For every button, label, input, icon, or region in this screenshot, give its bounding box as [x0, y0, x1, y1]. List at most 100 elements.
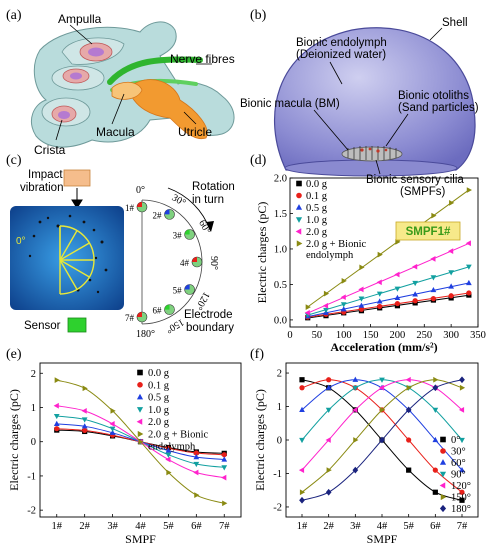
- data-point: [378, 384, 385, 391]
- data-point: [352, 385, 359, 391]
- data-point: [466, 279, 472, 286]
- legend: 0.0 g0.1 g0.5 g1.0 g2.0 g2.0 g + Bionice…: [136, 368, 209, 453]
- data-point: [299, 406, 305, 412]
- shell-label: Shell: [442, 17, 468, 29]
- data-point: [352, 376, 359, 382]
- legend-marker: [296, 192, 302, 199]
- angle-label: 180°: [136, 329, 155, 340]
- legend-marker: [440, 436, 446, 443]
- data-point: [326, 377, 332, 383]
- otoliths-label-1: Bionic otoliths: [398, 90, 469, 102]
- legend: 0.0 g0.1 g0.5 g1.0 g2.0 g2.0 g + Bionice…: [295, 179, 367, 261]
- x-tick-label: 4#: [377, 521, 388, 532]
- x-tick-label: 100: [336, 330, 352, 341]
- data-point: [449, 199, 455, 206]
- data-point: [394, 294, 401, 300]
- x-tick-label: 300: [443, 330, 459, 341]
- legend-entry: 0.5 g: [295, 203, 328, 214]
- legend-label: 0.0 g: [148, 368, 170, 379]
- data-point: [379, 377, 385, 383]
- legend-marker: [296, 240, 303, 247]
- x-tick-label: 5#: [163, 521, 174, 532]
- y-tick-label: 0.5: [274, 280, 287, 291]
- series-6: [299, 376, 465, 504]
- fiber-dot-5: 5#: [173, 284, 195, 296]
- panel-b: (b) Bionic endolymph (Deionized water) S…: [240, 8, 479, 198]
- data-point: [193, 450, 199, 456]
- chart-f: 1# 2# 3# 4# 5# 6# 7# -2 -1 0 1 2 SMPF Electric charge…: [253, 362, 479, 546]
- x-tick-label: 350: [470, 330, 486, 341]
- legend-label: 180°: [451, 504, 471, 515]
- data-point: [448, 270, 455, 276]
- data-point: [377, 251, 383, 258]
- chart-e: 1# 2# 3# 4# 5# 6# 7# -2 -1 0 1 2 SMPF Electric charge…: [7, 362, 242, 546]
- series-5: [305, 187, 472, 310]
- fiber-dot-1: 1#: [125, 201, 148, 213]
- angle-label: 90°: [208, 256, 219, 270]
- legend-entry: 1.0 g: [136, 405, 170, 416]
- fit-line: [307, 282, 469, 318]
- utricle-icon: [127, 79, 208, 140]
- x-tick-label: 2#: [79, 521, 90, 532]
- macula-b-leader: [313, 109, 349, 151]
- data-point: [340, 294, 346, 301]
- legend-entry: 120°: [439, 481, 471, 492]
- data-point: [194, 492, 200, 498]
- impact-label-1: Impact: [28, 169, 63, 181]
- fiber-dot-segment: [137, 312, 142, 317]
- x-tick-label: 6#: [430, 521, 441, 532]
- data-point: [53, 420, 60, 426]
- y-tick-label: 0.0: [274, 315, 287, 326]
- legend-marker: [439, 471, 447, 478]
- fiber-dot-4: 4#: [180, 256, 203, 268]
- bionic-otoliths-icon: [360, 147, 388, 153]
- macula-leader: [111, 93, 125, 125]
- chart-d: 0 50 100 150 200 250 300 350 0.0 0.5 1.0 1.5 2.0 Acce…: [255, 174, 486, 355]
- legend-marker: [136, 393, 144, 400]
- crista-leader: [55, 119, 63, 141]
- legend-marker: [440, 493, 447, 501]
- data-point: [458, 407, 465, 413]
- fiber-label: 7#: [125, 313, 135, 323]
- panel-b-tag: (b): [250, 8, 267, 23]
- series-line: [301, 379, 463, 471]
- legend-label: 2.0 g: [306, 227, 328, 238]
- data-point: [109, 429, 116, 435]
- data-point: [466, 290, 472, 296]
- legend-label-cont: endolymph: [306, 250, 354, 261]
- legend-marker: [439, 482, 446, 489]
- bionic-shell-icon: [274, 27, 476, 171]
- legend-marker: [296, 180, 302, 187]
- fit-line: [307, 294, 469, 319]
- fiber-label: 5#: [173, 286, 183, 296]
- fiber-dot-segment: [164, 209, 170, 215]
- x-tick-label: 0: [287, 330, 292, 341]
- legend-label: 0.1 g: [306, 191, 328, 202]
- data-point: [340, 306, 347, 312]
- data-point: [325, 488, 332, 496]
- y-tick-label: 1.5: [274, 209, 287, 220]
- x-tick-label: 1#: [297, 521, 308, 532]
- data-point: [358, 286, 364, 293]
- data-point: [459, 467, 465, 473]
- legend-label: 150°: [451, 493, 471, 504]
- data-point: [299, 496, 305, 504]
- data-point: [459, 497, 465, 503]
- x-tick-label: 5#: [403, 521, 414, 532]
- data-point: [459, 437, 465, 444]
- impact-label-2: vibration: [20, 182, 63, 194]
- legend-marker: [295, 204, 303, 210]
- y-tick-label: 0: [277, 436, 282, 447]
- legend-label: 2.0 g + Bionic: [306, 239, 367, 250]
- series-5: [299, 376, 466, 496]
- data-point: [394, 271, 400, 278]
- sensor-icon: [67, 317, 87, 333]
- legend-label: 30°: [451, 447, 466, 458]
- plot-frame: [289, 177, 479, 328]
- series-line: [301, 379, 463, 471]
- y-tick-label: 1: [277, 402, 282, 413]
- data-point: [379, 436, 385, 444]
- fiber-label: 3#: [173, 231, 183, 241]
- y-tick-label: 0: [31, 437, 36, 448]
